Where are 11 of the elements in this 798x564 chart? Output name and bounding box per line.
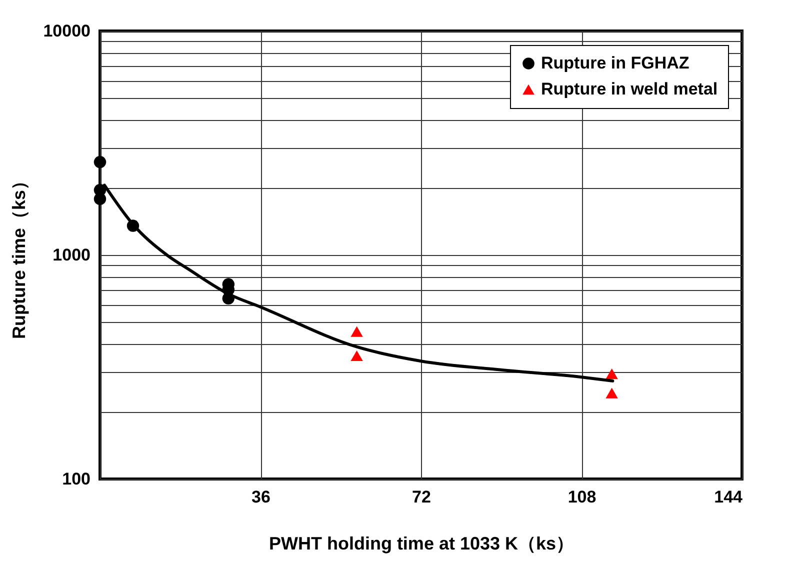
y-tick-label: 100 bbox=[62, 470, 90, 488]
x-axis-title: PWHT holding time at 1033 K（ks） bbox=[268, 534, 574, 554]
y-axis-title: Rupture time（ks） bbox=[9, 172, 30, 340]
legend-label: Rupture in weld metal bbox=[541, 80, 718, 98]
x-tick-label: 72 bbox=[412, 488, 431, 506]
legend-label: Rupture in FGHAZ bbox=[541, 54, 690, 72]
x-tick-label: 144 bbox=[714, 488, 744, 506]
y-tick-label: 1000 bbox=[52, 246, 90, 264]
x-tick-label: 108 bbox=[568, 488, 596, 506]
x-tick-label: 36 bbox=[252, 488, 270, 506]
y-tick-label: 10000 bbox=[43, 22, 90, 40]
